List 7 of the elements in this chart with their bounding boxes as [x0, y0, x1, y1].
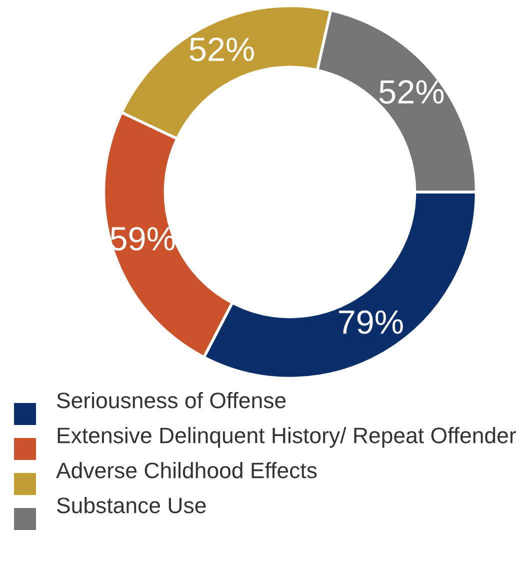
- legend-label: Substance Use: [57, 497, 206, 514]
- legend-label: Extensive Delinquent History/ Repeat Offender: [58, 427, 516, 448]
- data-label: 52%: [190, 38, 254, 62]
- data-label: 79%: [339, 310, 403, 334]
- legend-label: Seriousness of Offense: [57, 392, 286, 408]
- legend-label: Adverse Childhood Effects: [56, 462, 317, 478]
- data-label: 52%: [379, 80, 444, 104]
